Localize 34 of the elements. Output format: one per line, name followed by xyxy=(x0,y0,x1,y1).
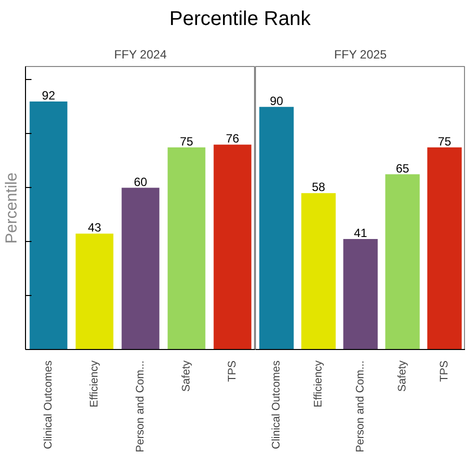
data-label: 58 xyxy=(312,180,326,194)
x-tick-label: Safety xyxy=(180,360,192,392)
data-label: 43 xyxy=(88,220,102,235)
x-tick-label: Clinical Outcomes xyxy=(42,360,54,450)
bar xyxy=(76,234,114,350)
bar xyxy=(343,238,378,350)
data-label: 75 xyxy=(438,134,452,148)
data-label: 92 xyxy=(42,88,56,103)
x-tick-label: Efficiency xyxy=(312,360,324,408)
x-tick-label: Safety xyxy=(396,360,408,392)
data-label: 65 xyxy=(396,161,410,176)
x-tick-label: Person and Com... xyxy=(354,360,366,452)
bar xyxy=(214,144,252,350)
bar xyxy=(427,147,462,350)
data-label: 41 xyxy=(354,226,368,240)
bar xyxy=(168,147,206,350)
x-tick-label: TPS xyxy=(226,360,238,382)
data-label: 76 xyxy=(226,132,240,146)
x-tick-label: TPS xyxy=(438,360,450,382)
data-label: 90 xyxy=(270,94,284,108)
chart-subtitle: FFY 2024 xyxy=(114,48,167,62)
x-tick-label: Person and Com... xyxy=(134,360,146,452)
bar xyxy=(30,102,68,350)
x-tick-label: Clinical Outcomes xyxy=(270,360,282,450)
bar xyxy=(301,193,336,350)
chart-title: Percentile Rank xyxy=(169,7,311,32)
x-tick-label: Efficiency xyxy=(88,360,100,408)
data-label: 75 xyxy=(180,134,194,148)
data-label: 60 xyxy=(134,174,148,189)
bar xyxy=(122,188,160,350)
chart-subtitle: FFY 2025 xyxy=(334,48,387,62)
bar xyxy=(385,174,420,350)
y-axis-title: Percentile xyxy=(4,172,20,244)
bar xyxy=(259,106,294,350)
